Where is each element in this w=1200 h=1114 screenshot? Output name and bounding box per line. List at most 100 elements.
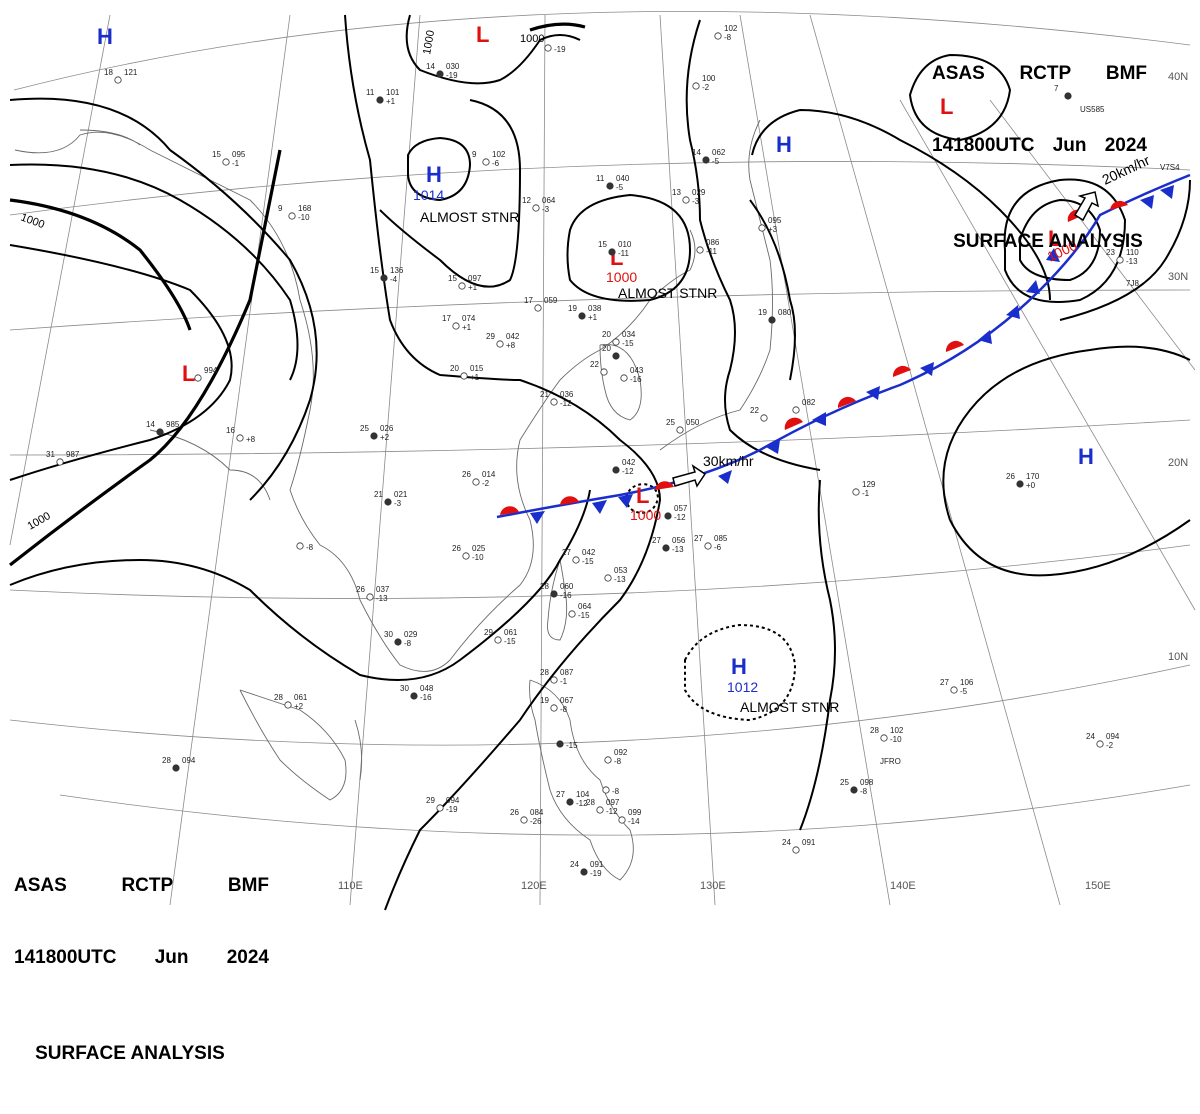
header-time: 141800UTC [14,947,117,968]
station-circle [288,212,296,220]
motion-arrows [672,191,1100,488]
station-value: -3 [394,499,402,508]
station-value: 11 [366,88,375,97]
station-value: 037 [376,585,390,594]
station-value: 095 [768,216,782,225]
station-value: -19 [446,71,458,80]
station-value: 29 [486,332,495,341]
station-circle [550,590,558,598]
station-plot: 043-16 [620,366,644,384]
station-circle [370,432,378,440]
station-value: +0 [1026,481,1036,490]
station-value: 17 [442,314,451,323]
station-circle [704,542,712,550]
lat-label: 10N [1168,651,1188,663]
header-time: 141800UTC [932,135,1035,156]
station-value: -12 [674,513,686,522]
station-value: -16 [630,375,642,384]
station-value: -6 [714,543,722,552]
station-value: 26 [1006,472,1015,481]
station-plot: 19 067-8 [540,696,574,714]
station-value: -19 [554,45,566,54]
station-circle [792,846,800,854]
station-circle [550,398,558,406]
station-plot: 082 [792,398,816,414]
station-circle [194,374,202,382]
station-circle [682,196,690,204]
station-value: 036 [560,390,574,399]
station-value: 064 [542,196,556,205]
station-value: 050 [686,418,700,427]
station-value: 19 [568,304,577,313]
station-value: -10 [472,553,484,562]
station-circle [380,274,388,282]
station-plot: 18 121 [104,68,138,84]
station-value: -19 [590,869,602,878]
station-value: 100 [702,74,716,83]
station-code: V7S4 [1160,163,1180,172]
isobar-label: 1000 [520,33,544,45]
station-value: 14 [146,420,155,429]
station-value: -2 [1106,741,1114,750]
station-value: 102 [890,726,904,735]
isobars [9,14,1191,911]
station-value: -15 [582,557,594,566]
station-circle [852,488,860,496]
station-plot: 27 106-5 [940,678,974,696]
station-plot: 17 059 [524,296,558,312]
station-value: -2 [702,83,710,92]
station-circle [580,868,588,876]
station-value: 987 [66,450,80,459]
high-pressure-center: H [426,162,442,187]
station-value: 026 [380,424,394,433]
lat-label: 20N [1168,457,1188,469]
station-plot: 13 029-3 [672,188,706,206]
station-circle [394,638,402,646]
map-header-top: ASAS RCTP BMF 141800UTC Jun 2024 SURFACE… [932,14,1147,302]
station-plot: 27 042-15 [562,548,596,566]
station-value: 168 [298,204,312,213]
station-circle [702,156,710,164]
station-plot: 22 [590,360,608,376]
station-value: 30 [384,630,393,639]
lon-label: 140E [890,880,916,892]
station-code: US585 [1080,105,1105,114]
station-value: 015 [470,364,484,373]
station-plot: 20 [602,344,620,360]
station-value: 085 [714,534,728,543]
center-note: ALMOST STNR [618,285,717,301]
station-plot: 17 074+1 [442,314,476,332]
station-circle [572,556,580,564]
header-title: SURFACE ANALYSIS [35,1043,225,1064]
station-value: -5 [616,183,624,192]
station-circle [496,340,504,348]
station-value: 029 [692,188,706,197]
station-value: +2 [294,702,304,711]
station-value: 104 [576,790,590,799]
station-value: 28 [586,798,595,807]
station-plot: 29 061-15 [484,628,518,646]
station-plot: 15 097+1 [448,274,482,292]
station-circle [544,44,552,52]
station-value: -5 [712,157,720,166]
station-value: -26 [530,817,542,826]
station-plot: 27 104-12 [556,790,590,808]
station-plot: 24 091 [782,838,816,854]
station-value: 13 [672,188,681,197]
station-value: -3 [542,205,550,214]
station-value: 28 [870,726,879,735]
station-value: -13 [672,545,684,554]
station-value: 15 [598,240,607,249]
station-plot: 102-8 [714,24,738,42]
center-pressure: 1000 [606,269,637,285]
station-circle [458,282,466,290]
station-value: +1 [468,283,478,292]
station-value: 030 [446,62,460,71]
station-circle [172,764,180,772]
station-circle [410,692,418,700]
station-plot: 14 985 [146,420,180,436]
station-plot: 25 098-8 [840,778,874,796]
station-plot: 9 168-10 [278,204,312,222]
station-circle [296,542,304,550]
